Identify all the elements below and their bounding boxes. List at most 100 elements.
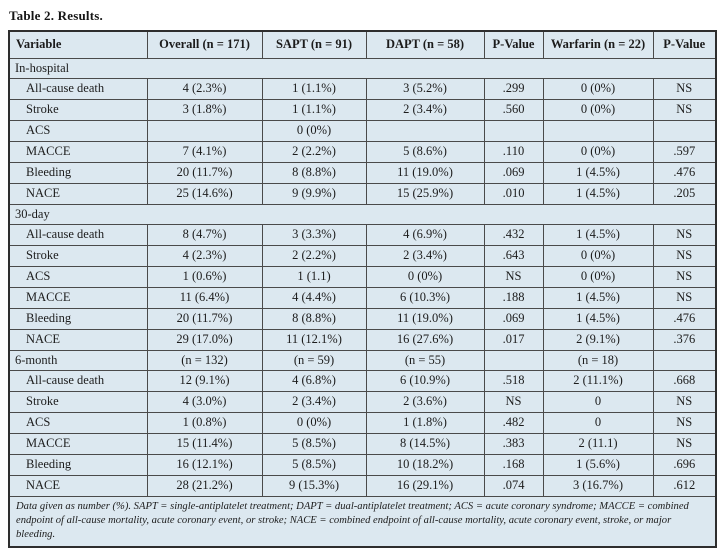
cell-overall: 12 (9.1%) bbox=[146, 370, 263, 392]
row-label: Bleeding bbox=[8, 308, 148, 330]
cell-overall: 20 (11.7%) bbox=[146, 162, 263, 184]
cell-warfarin: 0 bbox=[542, 391, 654, 413]
row-label: Stroke bbox=[8, 99, 148, 121]
cell-sapt: 8 (8.8%) bbox=[261, 308, 367, 330]
cell-warfarin: 2 (11.1%) bbox=[542, 370, 654, 392]
cell-pvalue-1: .069 bbox=[483, 308, 544, 330]
section-row-30-day: 30-day bbox=[8, 204, 717, 225]
section-label: 6-month bbox=[8, 350, 148, 371]
cell-warfarin: 0 (0%) bbox=[542, 78, 654, 100]
cell-dapt: 15 (25.9%) bbox=[365, 183, 485, 205]
cell-sapt: 1 (1.1%) bbox=[261, 99, 367, 121]
cell-dapt: 0 (0%) bbox=[365, 266, 485, 288]
table-row: Bleeding 16 (12.1%) 5 (8.5%) 10 (18.2%) … bbox=[8, 454, 717, 476]
cell-warfarin: 0 bbox=[542, 412, 654, 434]
col-header-sapt: SAPT (n = 91) bbox=[261, 30, 367, 59]
row-label: ACS bbox=[8, 266, 148, 288]
cell-dapt: 11 (19.0%) bbox=[365, 308, 485, 330]
cell-pvalue-1: .017 bbox=[483, 329, 544, 351]
cell-warfarin: 1 (4.5%) bbox=[542, 183, 654, 205]
cell-pvalue-1 bbox=[483, 120, 544, 142]
table-body: In-hospital All-cause death 4 (2.3%) 1 (… bbox=[8, 58, 717, 548]
cell-overall: 25 (14.6%) bbox=[146, 183, 263, 205]
cell-overall: 28 (21.2%) bbox=[146, 475, 263, 497]
cell-warfarin: 2 (11.1) bbox=[542, 433, 654, 455]
cell-sapt: 1 (1.1) bbox=[261, 266, 367, 288]
cell-dapt: 6 (10.9%) bbox=[365, 370, 485, 392]
cell-pvalue-1: .432 bbox=[483, 224, 544, 246]
table-row: Stroke 4 (2.3%) 2 (2.2%) 2 (3.4%) .643 0… bbox=[8, 245, 717, 267]
cell-pvalue-1: .188 bbox=[483, 287, 544, 309]
row-label: MACCE bbox=[8, 287, 148, 309]
table-row: ACS 1 (0.6%) 1 (1.1) 0 (0%) NS 0 (0%) NS bbox=[8, 266, 717, 288]
cell-overall: 4 (2.3%) bbox=[146, 78, 263, 100]
table-row: Bleeding 20 (11.7%) 8 (8.8%) 11 (19.0%) … bbox=[8, 162, 717, 184]
cell-pvalue-1: .299 bbox=[483, 78, 544, 100]
table-header: Variable Overall (n = 171) SAPT (n = 91)… bbox=[8, 30, 717, 59]
cell-pvalue-2: NS bbox=[652, 412, 717, 434]
cell-pvalue-2: .668 bbox=[652, 370, 717, 392]
cell-warfarin: 1 (4.5%) bbox=[542, 308, 654, 330]
cell-overall: 15 (11.4%) bbox=[146, 433, 263, 455]
cell-sapt: 4 (6.8%) bbox=[261, 370, 367, 392]
cell-pvalue-2: NS bbox=[652, 287, 717, 309]
cell-pvalue-1 bbox=[483, 350, 544, 371]
cell-warfarin: 0 (0%) bbox=[542, 99, 654, 121]
footnote-row: Data given as number (%). SAPT = single-… bbox=[8, 495, 717, 548]
table-row: ACS 1 (0.8%) 0 (0%) 1 (1.8%) .482 0 NS bbox=[8, 412, 717, 434]
section-row-in-hospital: In-hospital bbox=[8, 58, 717, 79]
row-label: All-cause death bbox=[8, 370, 148, 392]
cell-dapt: 2 (3.4%) bbox=[365, 245, 485, 267]
cell-sapt: 4 (4.4%) bbox=[261, 287, 367, 309]
cell-pvalue-1: .168 bbox=[483, 454, 544, 476]
cell-warfarin bbox=[542, 120, 654, 142]
cell-pvalue-2 bbox=[652, 120, 717, 142]
table-row: NACE 25 (14.6%) 9 (9.9%) 15 (25.9%) .010… bbox=[8, 183, 717, 205]
cell-pvalue-2: NS bbox=[652, 78, 717, 100]
cell-dapt: 6 (10.3%) bbox=[365, 287, 485, 309]
cell-sapt-n: (n = 59) bbox=[261, 350, 367, 371]
cell-overall: 8 (4.7%) bbox=[146, 224, 263, 246]
row-label: NACE bbox=[8, 183, 148, 205]
cell-pvalue-2: .476 bbox=[652, 162, 717, 184]
cell-pvalue-2 bbox=[652, 350, 717, 371]
table-title: Table 2. Results. bbox=[9, 8, 103, 23]
cell-pvalue-2: NS bbox=[652, 391, 717, 413]
cell-dapt: 10 (18.2%) bbox=[365, 454, 485, 476]
table-row: All-cause death 12 (9.1%) 4 (6.8%) 6 (10… bbox=[8, 370, 717, 392]
cell-overall: 16 (12.1%) bbox=[146, 454, 263, 476]
row-label: ACS bbox=[8, 120, 148, 142]
cell-sapt: 8 (8.8%) bbox=[261, 162, 367, 184]
cell-pvalue-1: .518 bbox=[483, 370, 544, 392]
cell-pvalue-1: .643 bbox=[483, 245, 544, 267]
cell-overall-n: (n = 132) bbox=[146, 350, 263, 371]
cell-warfarin: 1 (4.5%) bbox=[542, 287, 654, 309]
results-table: Variable Overall (n = 171) SAPT (n = 91)… bbox=[8, 30, 717, 548]
cell-overall: 20 (11.7%) bbox=[146, 308, 263, 330]
table-row: All-cause death 8 (4.7%) 3 (3.3%) 4 (6.9… bbox=[8, 224, 717, 246]
cell-overall: 4 (2.3%) bbox=[146, 245, 263, 267]
col-header-overall: Overall (n = 171) bbox=[146, 30, 263, 59]
cell-sapt: 2 (3.4%) bbox=[261, 391, 367, 413]
cell-warfarin: 0 (0%) bbox=[542, 266, 654, 288]
cell-sapt: 5 (8.5%) bbox=[261, 454, 367, 476]
row-label: MACCE bbox=[8, 141, 148, 163]
cell-pvalue-1: .110 bbox=[483, 141, 544, 163]
cell-overall: 11 (6.4%) bbox=[146, 287, 263, 309]
row-label: Bleeding bbox=[8, 162, 148, 184]
cell-pvalue-1: NS bbox=[483, 391, 544, 413]
cell-pvalue-1: .560 bbox=[483, 99, 544, 121]
col-header-dapt: DAPT (n = 58) bbox=[365, 30, 485, 59]
cell-sapt: 9 (9.9%) bbox=[261, 183, 367, 205]
table-row: MACCE 15 (11.4%) 5 (8.5%) 8 (14.5%) .383… bbox=[8, 433, 717, 455]
cell-sapt: 9 (15.3%) bbox=[261, 475, 367, 497]
cell-warfarin: 0 (0%) bbox=[542, 245, 654, 267]
section-row-6-month: 6-month (n = 132) (n = 59) (n = 55) (n =… bbox=[8, 350, 717, 371]
cell-overall: 7 (4.1%) bbox=[146, 141, 263, 163]
cell-sapt: 1 (1.1%) bbox=[261, 78, 367, 100]
table-row: Bleeding 20 (11.7%) 8 (8.8%) 11 (19.0%) … bbox=[8, 308, 717, 330]
cell-overall: 3 (1.8%) bbox=[146, 99, 263, 121]
row-label: ACS bbox=[8, 412, 148, 434]
cell-pvalue-1: .010 bbox=[483, 183, 544, 205]
